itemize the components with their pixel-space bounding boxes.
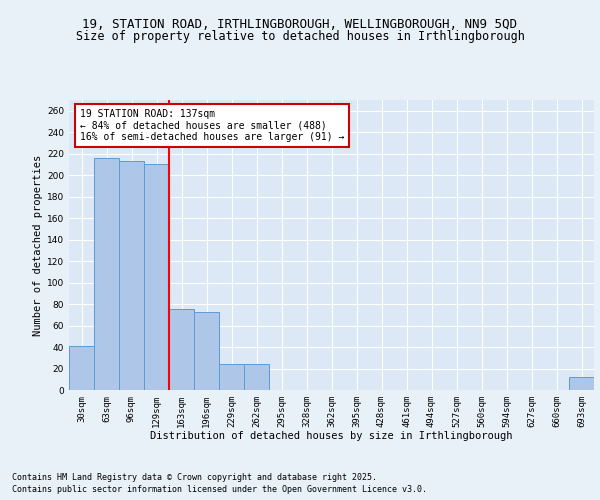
Bar (244, 364, 269, 390)
Text: Size of property relative to detached houses in Irthlingborough: Size of property relative to detached ho… (76, 30, 524, 43)
Text: Contains public sector information licensed under the Open Government Licence v3: Contains public sector information licen… (12, 485, 427, 494)
Bar (94, 158, 119, 390)
Bar (569, 377, 594, 390)
Bar (69, 346, 94, 390)
Text: Contains HM Land Registry data © Crown copyright and database right 2025.: Contains HM Land Registry data © Crown c… (12, 472, 377, 482)
Y-axis label: Number of detached properties: Number of detached properties (33, 154, 43, 336)
Bar (219, 364, 244, 390)
X-axis label: Distribution of detached houses by size in Irthlingborough: Distribution of detached houses by size … (150, 432, 513, 442)
Bar (119, 161, 144, 390)
Text: 19 STATION ROAD: 137sqm
← 84% of detached houses are smaller (488)
16% of semi-d: 19 STATION ROAD: 137sqm ← 84% of detache… (79, 108, 344, 142)
Text: 19, STATION ROAD, IRTHLINGBOROUGH, WELLINGBOROUGH, NN9 5QD: 19, STATION ROAD, IRTHLINGBOROUGH, WELLI… (83, 18, 517, 30)
Bar (169, 310, 194, 390)
Bar (194, 312, 219, 390)
Bar (144, 164, 169, 390)
